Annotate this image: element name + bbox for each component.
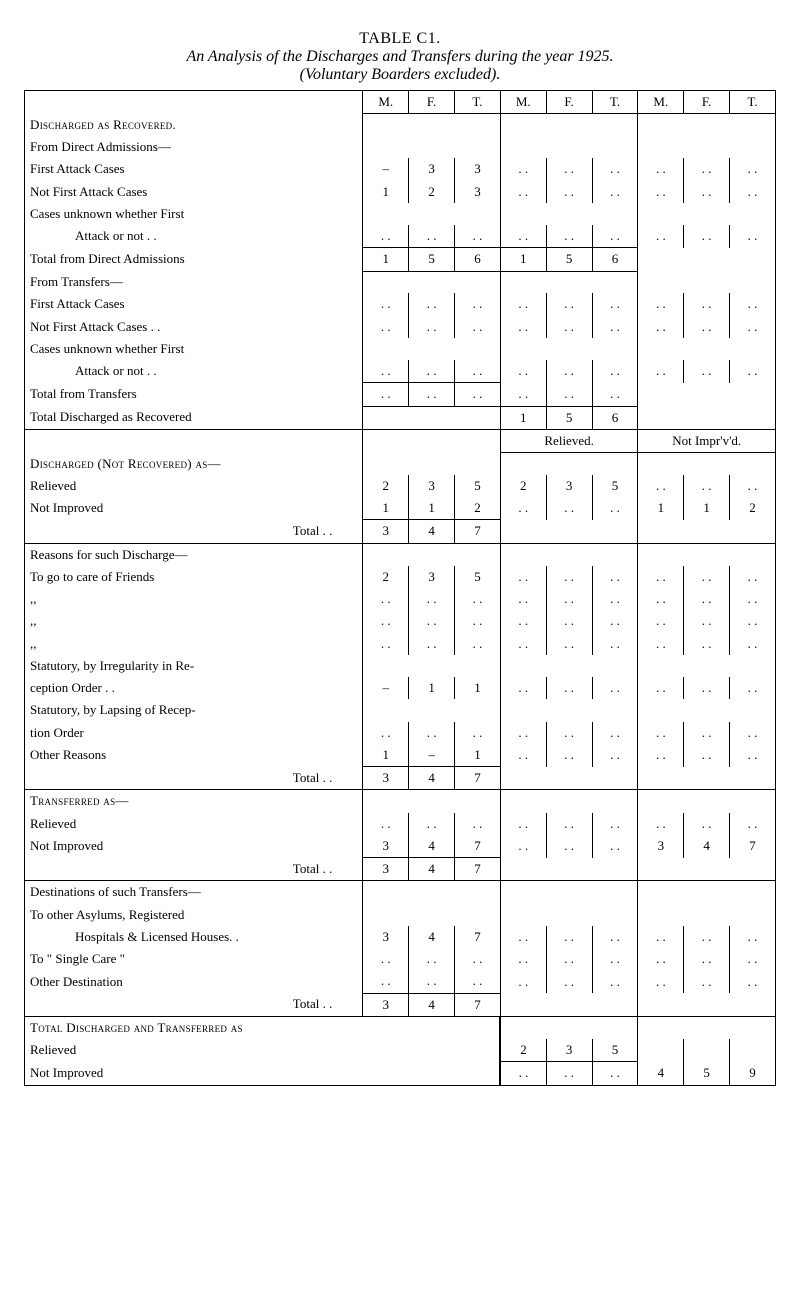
table-row: Attack or not . . . . . . . . . . . . . … [25, 360, 776, 383]
table-row: Hospitals & Licensed Houses. . 3 4 7 . .… [25, 926, 776, 948]
table-row: tion Order . . . . . . . . . . . . . . .… [25, 722, 776, 744]
span-label-row: Relieved. Not Impr'v'd. [25, 429, 776, 452]
table-row: Not Improved . . . . . . 4 5 9 [25, 1062, 776, 1085]
total-row: Total . . 3 4 7 [25, 993, 776, 1016]
table-row: Cases unknown whether First [25, 203, 776, 225]
total-transfers-label: Total from Transfers [25, 383, 363, 406]
title-block: TABLE C1. An Analysis of the Discharges … [24, 30, 776, 84]
h-m2: M. [500, 91, 546, 114]
table-row: Other Destination . . . . . . . . . . . … [25, 970, 776, 993]
total-row: Total from Direct Admissions 1 5 6 1 5 6 [25, 248, 776, 271]
total-row: Total . . 3 4 7 [25, 520, 776, 543]
section-row: Destinations of such Transfers— [25, 881, 776, 904]
table-row: Statutory, by Irregularity in Re- [25, 655, 776, 677]
table-row: First Attack Cases . . . . . . . . . . .… [25, 293, 776, 315]
first-attack-label: First Attack Cases [25, 158, 363, 180]
section-row: Discharged (Not Recovered) as— [25, 453, 776, 475]
total-row: Total . . 3 4 7 [25, 858, 776, 881]
total-row: Total Discharged as Recovered 1 5 6 [25, 406, 776, 429]
analysis-table: M. F. T. M. F. T. M. F. T. Discharged as… [24, 90, 776, 1086]
section-row: Transferred as— [25, 790, 776, 813]
table-row: Cases unknown whether First [25, 338, 776, 360]
table-row: Not Improved 1 1 2 . . . . . . 1 1 2 [25, 497, 776, 520]
table-row: Not First Attack Cases . . . . . . . . .… [25, 316, 776, 338]
h-f3: F. [684, 91, 730, 114]
header-row: M. F. T. M. F. T. M. F. T. [25, 91, 776, 114]
h-t1: T. [455, 91, 501, 114]
table-row: ,, . . . . . . . . . . . . . . . . . . [25, 610, 776, 632]
total-row: Total from Transfers . . . . . . . . . .… [25, 383, 776, 406]
from-transfers: From Transfers— [25, 271, 363, 293]
grand-heading-row: Total Discharged and Transferred as [25, 1016, 776, 1039]
h-f2: F. [546, 91, 592, 114]
reasons-heading: Reasons for such Discharge— [25, 543, 363, 566]
table-row: First Attack Cases – 3 3 . . . . . . . .… [25, 158, 776, 180]
table-row: To " Single Care " . . . . . . . . . . .… [25, 948, 776, 970]
discharged-recovered-heading: Discharged as Recovered. [25, 114, 363, 136]
section-row: Discharged as Recovered. [25, 114, 776, 136]
table-row: Attack or not . . . . . . . . . . . . . … [25, 225, 776, 248]
h-m1: M. [363, 91, 409, 114]
destinations-heading: Destinations of such Transfers— [25, 881, 363, 904]
section-row: Reasons for such Discharge— [25, 543, 776, 566]
table-row: To go to care of Friends 2 3 5 . . . . .… [25, 566, 776, 588]
subtitle-line1: An Analysis of the Discharges and Transf… [24, 48, 776, 66]
total-row: Total . . 3 4 7 [25, 767, 776, 790]
table-row: Relieved 2 3 5 2 3 5 . . . . . . [25, 475, 776, 497]
sub-row: From Direct Admissions— [25, 136, 776, 158]
table-row: Relieved . . . . . . . . . . . . . . . .… [25, 813, 776, 835]
desc-header [25, 91, 363, 114]
attack-or-not-label: Attack or not . . [25, 225, 363, 248]
subtitle-line2: (Voluntary Boarders excluded). [24, 66, 776, 84]
not-recovered-heading: Discharged (Not Recovered) as— [25, 453, 363, 475]
not-imprvd-span: Not Impr'v'd. [638, 429, 776, 452]
h-f1: F. [409, 91, 455, 114]
table-row: ception Order . . – 1 1 . . . . . . . . … [25, 677, 776, 699]
relieved-span: Relieved. [500, 429, 638, 452]
table-row: ,, . . . . . . . . . . . . . . . . . . [25, 588, 776, 610]
total-discharged-recovered-label: Total Discharged as Recovered [25, 406, 363, 429]
total-direct-label: Total from Direct Admissions [25, 248, 363, 271]
cases-unknown-label: Cases unknown whether First [25, 203, 363, 225]
table-row: Relieved 2 3 5 [25, 1039, 776, 1062]
sub-row: To other Asylums, Registered [25, 904, 776, 926]
transferred-as-heading: Transferred as— [25, 790, 363, 813]
grand-heading: Total Discharged and Transferred as [25, 1016, 501, 1039]
sub-row: From Transfers— [25, 271, 776, 293]
h-t2: T. [592, 91, 638, 114]
h-t3: T. [730, 91, 776, 114]
from-direct-admissions: From Direct Admissions— [25, 136, 363, 158]
table-row: Not First Attack Cases 1 2 3 . . . . . .… [25, 181, 776, 203]
not-first-attack-label: Not First Attack Cases [25, 181, 363, 203]
table-row: ,, . . . . . . . . . . . . . . . . . . [25, 633, 776, 655]
table-row: Not Improved 3 4 7 . . . . . . 3 4 7 [25, 835, 776, 858]
table-row: Other Reasons 1 – 1 . . . . . . . . . . … [25, 744, 776, 767]
table-label: TABLE C1. [24, 30, 776, 48]
h-m3: M. [638, 91, 684, 114]
table-row: Statutory, by Lapsing of Recep- [25, 699, 776, 721]
